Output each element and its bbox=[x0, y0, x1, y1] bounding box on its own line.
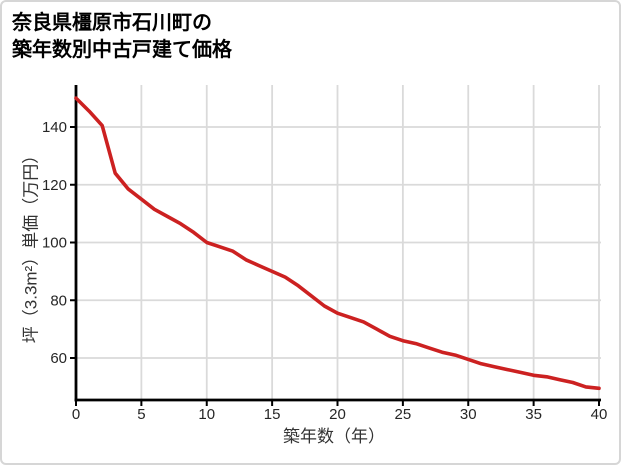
x-tick-label-0: 0 bbox=[72, 406, 80, 423]
price-data-line bbox=[74, 96, 601, 391]
x-tick-label-10: 10 bbox=[198, 406, 215, 423]
y-tick-label-100: 100 bbox=[42, 235, 67, 252]
x-tick-label-15: 15 bbox=[264, 406, 281, 423]
y-tick-label-120: 120 bbox=[42, 177, 67, 194]
x-tick-label-40: 40 bbox=[591, 406, 608, 423]
x-tick-label-20: 20 bbox=[329, 406, 346, 423]
x-tick-label-35: 35 bbox=[525, 406, 542, 423]
y-tick-label-80: 80 bbox=[50, 292, 67, 309]
y-tick-label-60: 60 bbox=[50, 350, 67, 367]
x-tick-label-30: 30 bbox=[460, 406, 477, 423]
chart-title: 奈良県橿原市石川町の 築年数別中古戸建て価格 bbox=[12, 10, 232, 64]
chart-title-line1: 奈良県橿原市石川町の bbox=[12, 12, 212, 34]
x-tick-label-25: 25 bbox=[395, 406, 412, 423]
chart-title-line2: 築年数別中古戸建て価格 bbox=[12, 39, 232, 61]
x-tick-label-5: 5 bbox=[137, 406, 145, 423]
y-axis-label: 坪（3.3m²）単価（万円） bbox=[21, 146, 41, 344]
x-axis-label: 築年数（年） bbox=[283, 427, 385, 446]
y-tick-label-140: 140 bbox=[42, 119, 67, 136]
